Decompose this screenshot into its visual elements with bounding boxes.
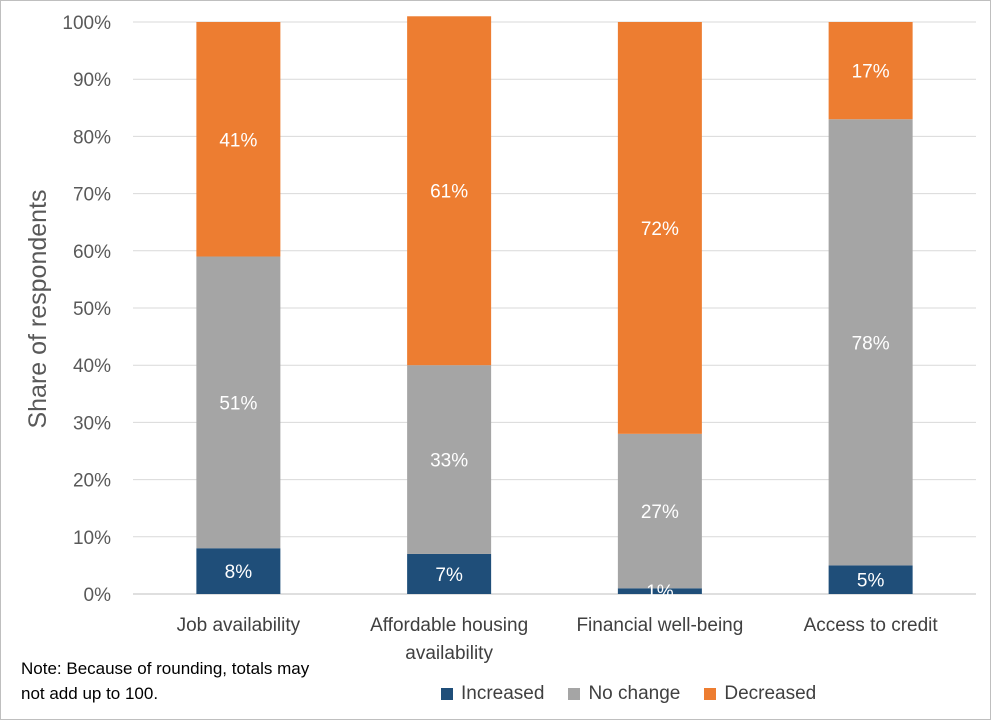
y-axis-tick-labels: 0% 10% 20% 30% 40% 50% 60% 70% 80% 90% 100% bbox=[62, 13, 111, 606]
legend-item: Increased bbox=[441, 683, 544, 705]
x-tick-label: Access to credit bbox=[804, 615, 939, 636]
y-tick-label: 30% bbox=[73, 413, 111, 434]
bar-data-label: 1% bbox=[646, 582, 674, 603]
y-axis-title: Share of respondents bbox=[24, 189, 52, 428]
x-tick-label: Financial well-being bbox=[576, 615, 743, 636]
bar-segment bbox=[196, 256, 281, 549]
x-tick-label: Affordable housing bbox=[370, 615, 528, 636]
y-tick-label: 100% bbox=[62, 13, 111, 34]
x-tick-label: Job availability bbox=[177, 615, 301, 636]
legend-item: Decreased bbox=[704, 683, 816, 705]
bar-data-label: 33% bbox=[430, 451, 468, 472]
bar-data-label: 17% bbox=[852, 62, 890, 83]
bar-data-label: 78% bbox=[852, 333, 890, 354]
legend-swatch bbox=[704, 688, 717, 700]
legend-label: No change bbox=[588, 683, 681, 704]
y-tick-label: 90% bbox=[73, 70, 111, 91]
y-tick-label: 80% bbox=[73, 127, 111, 148]
bar-data-label: 41% bbox=[219, 130, 257, 151]
legend-item: No change bbox=[568, 683, 680, 705]
bar-segment bbox=[407, 553, 492, 594]
bar-segment bbox=[617, 433, 702, 589]
bar-segment bbox=[407, 365, 492, 554]
footnote: Note: Because of rounding, totals may no… bbox=[21, 656, 351, 706]
bar-segment bbox=[617, 588, 702, 594]
y-tick-label: 70% bbox=[73, 185, 111, 206]
bar-data-label: 5% bbox=[857, 571, 885, 592]
y-tick-label: 40% bbox=[73, 356, 111, 377]
bar-data-label: 51% bbox=[219, 393, 257, 414]
footnote-line-2: not add up to 100. bbox=[21, 684, 159, 703]
bar-data-label: 61% bbox=[430, 182, 468, 203]
bar-segment bbox=[828, 22, 913, 120]
y-tick-label: 20% bbox=[73, 471, 111, 492]
bar-segment bbox=[828, 565, 913, 594]
bar-data-label: 7% bbox=[435, 565, 463, 586]
y-tick-label: 0% bbox=[84, 585, 112, 606]
y-tick-label: 50% bbox=[73, 299, 111, 320]
y-tick-label: 10% bbox=[73, 528, 111, 549]
legend-label: Increased bbox=[461, 683, 545, 704]
legend-swatch bbox=[568, 688, 581, 700]
x-axis-tick-labels: Job availability Affordable housing availa… bbox=[177, 615, 939, 664]
y-tick-label: 60% bbox=[73, 242, 111, 263]
legend-swatch bbox=[441, 688, 453, 700]
x-tick-label: availability bbox=[405, 643, 493, 664]
bar-data-label: 72% bbox=[641, 219, 679, 240]
bars bbox=[196, 16, 913, 594]
bar-segment bbox=[196, 548, 281, 594]
bar-segment bbox=[196, 22, 281, 257]
bar-data-labels: 8% 51% 41% 7% 33% 61% 1% 27% 72% 5% 78% 17% bbox=[219, 62, 889, 604]
bar-data-label: 27% bbox=[641, 502, 679, 523]
legend-label: Decreased bbox=[724, 683, 817, 704]
legend: Increased No change Decreased bbox=[441, 681, 840, 707]
bar-segment bbox=[617, 22, 702, 434]
bar-data-label: 8% bbox=[225, 562, 253, 583]
footnote-line-1: Note: Because of rounding, totals may bbox=[21, 659, 310, 678]
bar-segment bbox=[407, 16, 492, 366]
bar-segment bbox=[828, 119, 913, 566]
